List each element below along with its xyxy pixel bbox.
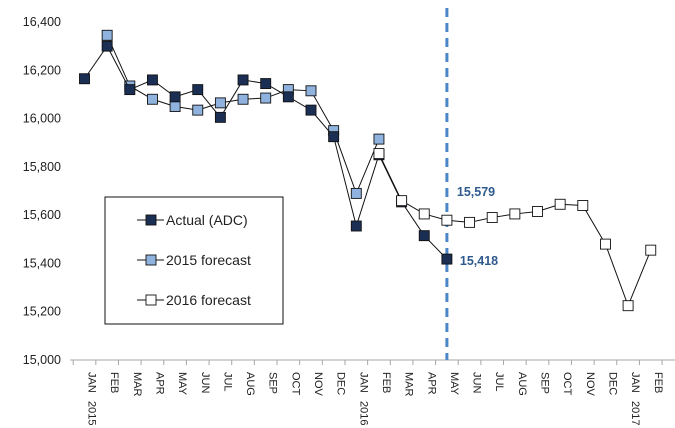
x-tick-label: SEP [539,372,551,394]
y-tick-label: 15,800 [23,160,61,174]
x-tick-label: OCT [561,372,573,396]
data-point [260,92,272,104]
x-tick-label: JUN [199,372,211,393]
x-tick-label: FEB [652,372,664,393]
data-point [282,91,294,103]
legend-marker [145,254,157,266]
data-point [600,238,611,250]
y-tick-label: 16,000 [23,112,61,126]
data-point [577,200,589,211]
data-point [79,73,90,85]
data-point [214,97,226,109]
data-point [305,104,317,116]
x-year-label: 2015 [86,401,98,425]
y-tick-label: 15,400 [23,256,61,270]
data-label: 15,418 [460,254,498,268]
data-point [396,195,408,207]
x-tick-label: MAR [131,372,143,397]
legend-label: Actual (ADC) [166,212,248,228]
data-label: 15,579 [457,185,495,199]
legend-marker [145,294,157,306]
x-tick-label: AUG [516,372,528,396]
x-tick-label: OCT [289,372,301,396]
x-tick-label: APR [153,372,165,395]
legend-box [104,196,284,325]
x-tick-label: DEC [335,372,347,395]
y-tick-label: 15,600 [23,208,61,222]
y-tick-label: 15,200 [23,305,61,319]
x-tick-label: NOV [584,372,596,397]
legend: Actual (ADC) 2015 forecast 2016 forecast [104,196,284,325]
data-point [260,78,272,90]
x-tick-label: DEC [606,372,618,395]
data-point [124,84,136,96]
data-point [350,187,362,199]
series-1 [101,29,385,199]
data-point [328,131,340,143]
data-point [305,85,317,97]
data-point [373,148,385,160]
series-line [106,35,380,195]
data-point [192,104,204,116]
x-tick-label: APR [425,372,437,395]
y-tick-label: 16,200 [23,63,61,77]
x-axis: JAN FEB MAR APR MAY JUN JUL AUG SEP OCT NOV DEC JAN F… [70,359,675,425]
x-tick-label: JUN [471,372,483,393]
legend-label: 2015 forecast [166,252,251,268]
annotations-layer: 15,579 15,418 [457,185,498,268]
x-tick-label: JAN [357,372,369,393]
x-tick-label: AUG [244,372,256,396]
x-tick-label: JUL [493,372,505,392]
x-tick-label: JUL [221,372,233,392]
data-point [101,29,113,41]
data-point [441,214,453,226]
legend-label: 2016 forecast [166,292,251,308]
x-tick-label: MAY [176,372,188,396]
x-tick-label: MAY [448,372,460,396]
series-2 [373,148,657,312]
data-point [509,208,521,220]
x-tick-label: NOV [312,372,324,397]
data-point [169,101,181,112]
legend-marker [145,214,157,226]
data-point [237,93,249,105]
x-tick-label: JAN [629,372,641,393]
data-point [214,111,226,123]
data-point [554,198,566,210]
y-axis-ticks: 15,000 15,200 15,400 15,600 15,800 16,000 16,2… [23,15,61,367]
data-point [169,91,181,103]
data-point [146,74,158,86]
series-layer [79,29,657,312]
y-tick-label: 16,400 [23,15,61,29]
x-tick-label: SEP [267,372,279,394]
y-tick-label: 15,000 [23,353,61,367]
data-point [645,244,657,256]
x-tick-label: FEB [108,372,120,393]
data-point [237,74,249,86]
data-point [532,206,543,217]
data-point [622,300,634,312]
data-point [418,208,430,220]
data-point [464,216,475,228]
data-point [146,93,158,105]
data-point [418,230,430,242]
data-point [486,212,498,224]
data-point [101,40,113,52]
data-point [192,84,204,96]
data-point [441,253,453,265]
data-point [373,133,385,145]
x-tick-label: MAR [403,372,415,397]
x-year-label: 2017 [629,401,641,425]
x-tick-label: FEB [380,372,392,393]
data-point [350,220,362,232]
x-tick-label: JAN [86,372,98,393]
x-year-label: 2016 [357,401,369,425]
